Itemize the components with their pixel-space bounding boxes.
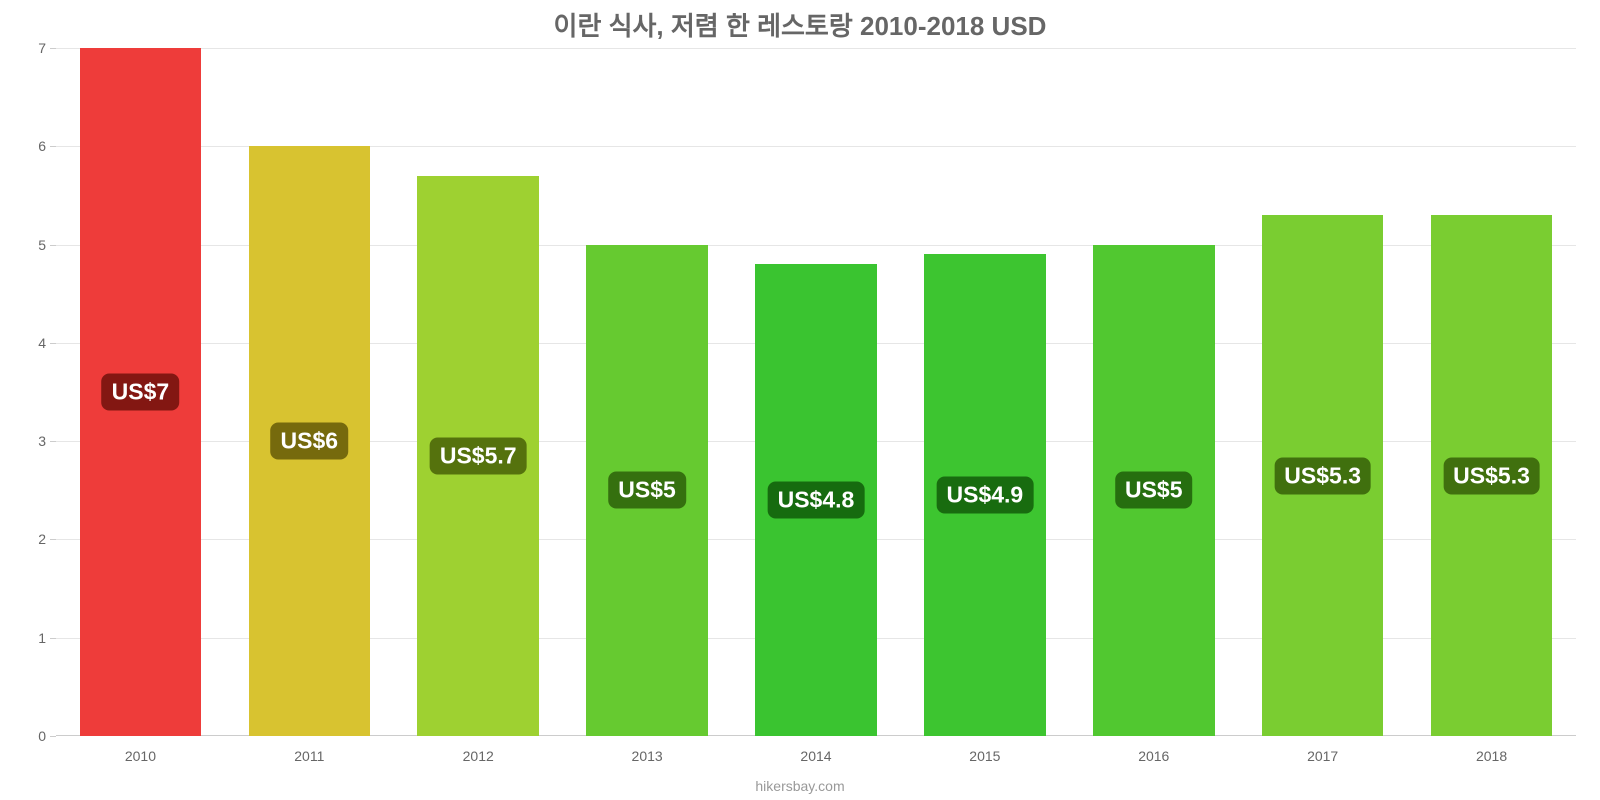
chart-container: 이란 식사, 저렴 한 레스토랑 2010-2018 USD 01234567 … bbox=[0, 0, 1600, 800]
bar: US$5 bbox=[586, 245, 708, 736]
bar-value-label: US$5.3 bbox=[1274, 457, 1371, 494]
y-tick-mark bbox=[50, 736, 56, 737]
bars-group: US$7 US$6 US$5.7 US$5 US$4.8 US$4.9 US$5 US$5.3… bbox=[56, 48, 1576, 736]
bar-slot: US$4.8 bbox=[732, 48, 901, 736]
bar-value-label: US$5.3 bbox=[1443, 457, 1540, 494]
x-tick-label: 2011 bbox=[294, 748, 324, 764]
bar-slot: US$4.9 bbox=[900, 48, 1069, 736]
bar-slot: US$5.3 bbox=[1238, 48, 1407, 736]
bar-value-label: US$5.7 bbox=[430, 437, 527, 474]
y-tick-label: 7 bbox=[16, 40, 46, 56]
bar: US$5.7 bbox=[417, 176, 539, 736]
x-tick-label: 2012 bbox=[463, 748, 494, 764]
bar: US$5.3 bbox=[1431, 215, 1553, 736]
plot-area: 01234567 US$7US$6US$5.7US$5US$4.8US$4.9U… bbox=[56, 48, 1576, 736]
bar-slot: US$5 bbox=[563, 48, 732, 736]
y-tick-label: 6 bbox=[16, 138, 46, 154]
bar: US$5.3 bbox=[1262, 215, 1384, 736]
y-tick-label: 4 bbox=[16, 335, 46, 351]
bar: US$5 bbox=[1093, 245, 1215, 736]
bar-slot: US$5.7 bbox=[394, 48, 563, 736]
y-tick-label: 3 bbox=[16, 433, 46, 449]
x-tick-label: 2010 bbox=[125, 748, 156, 764]
x-tick-label: 2018 bbox=[1476, 748, 1507, 764]
x-tick-label: 2014 bbox=[800, 748, 831, 764]
bar-slot: US$5.3 bbox=[1407, 48, 1576, 736]
x-tick-label: 2015 bbox=[969, 748, 1000, 764]
bar-value-label: US$5 bbox=[1115, 472, 1193, 509]
credit-text: hikersbay.com bbox=[0, 778, 1600, 794]
y-tick-label: 2 bbox=[16, 531, 46, 547]
bar: US$7 bbox=[80, 48, 202, 736]
y-tick-label: 5 bbox=[16, 237, 46, 253]
bar-slot: US$7 bbox=[56, 48, 225, 736]
bar: US$4.8 bbox=[755, 264, 877, 736]
bar-value-label: US$4.9 bbox=[937, 477, 1034, 514]
bar-value-label: US$4.8 bbox=[768, 482, 865, 519]
bar-value-label: US$5 bbox=[608, 472, 686, 509]
x-tick-label: 2013 bbox=[632, 748, 663, 764]
bar: US$4.9 bbox=[924, 254, 1046, 736]
x-tick-label: 2017 bbox=[1307, 748, 1338, 764]
y-tick-label: 0 bbox=[16, 728, 46, 744]
bar-value-label: US$7 bbox=[102, 374, 180, 411]
y-tick-label: 1 bbox=[16, 630, 46, 646]
bar-value-label: US$6 bbox=[271, 423, 349, 460]
x-tick-label: 2016 bbox=[1138, 748, 1169, 764]
bar-slot: US$6 bbox=[225, 48, 394, 736]
bar-slot: US$5 bbox=[1069, 48, 1238, 736]
chart-title: 이란 식사, 저렴 한 레스토랑 2010-2018 USD bbox=[0, 0, 1600, 43]
bar: US$6 bbox=[249, 146, 371, 736]
